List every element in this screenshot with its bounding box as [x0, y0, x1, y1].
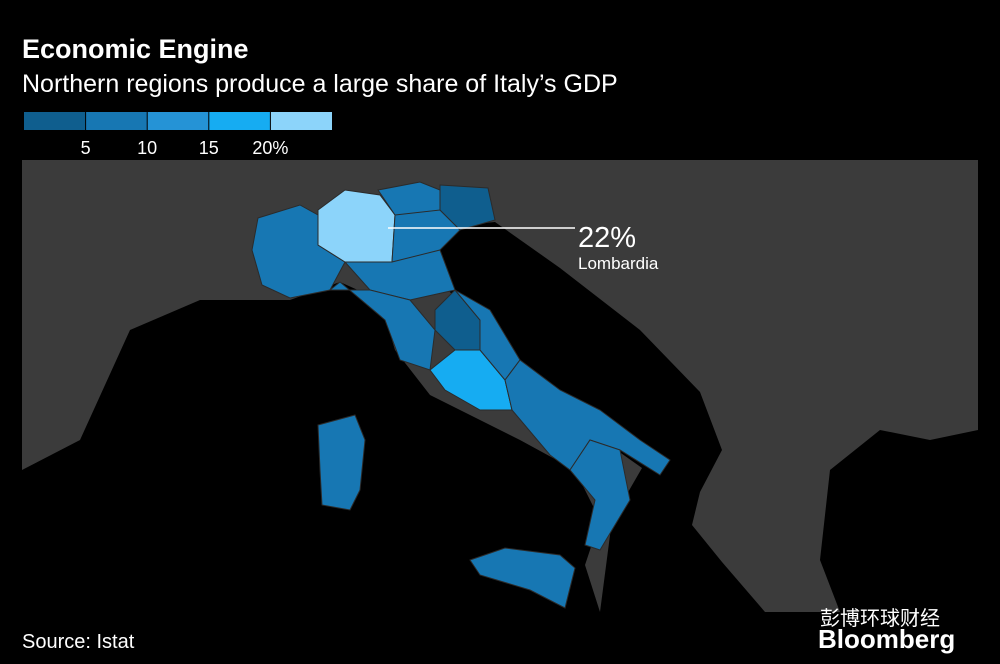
watermark-wechat: 彭博环球财经	[820, 607, 940, 630]
title: Economic Engine	[22, 34, 249, 64]
legend-tick-label: 10	[137, 138, 157, 158]
legend-swatch	[270, 112, 332, 130]
region	[251, 204, 346, 299]
legend-swatch	[85, 112, 148, 130]
subtitle: Northern regions produce a large share o…	[22, 70, 618, 98]
region	[504, 359, 671, 476]
sea	[22, 282, 600, 612]
source: Source: Istat	[22, 631, 135, 653]
annotation-value: 22%	[578, 222, 636, 254]
region-sicily	[469, 547, 576, 609]
legend-tick-label: 5	[81, 138, 91, 158]
legend-tick-label: 20%	[252, 138, 288, 158]
region	[439, 184, 496, 231]
annotation-region: Lombardia	[578, 254, 659, 273]
region-sardinia	[317, 414, 366, 511]
map: 22% Lombardia	[22, 160, 978, 612]
legend-swatch	[208, 112, 271, 130]
legend-tick-label: 15	[199, 138, 219, 158]
sea-aegean	[820, 430, 978, 612]
italy	[251, 181, 671, 609]
legend: 5 10 15 20%	[24, 112, 332, 158]
legend-swatch	[24, 112, 86, 130]
legend-swatch	[147, 112, 209, 130]
watermark-brand: Bloomberg	[818, 624, 955, 654]
region	[569, 439, 631, 551]
